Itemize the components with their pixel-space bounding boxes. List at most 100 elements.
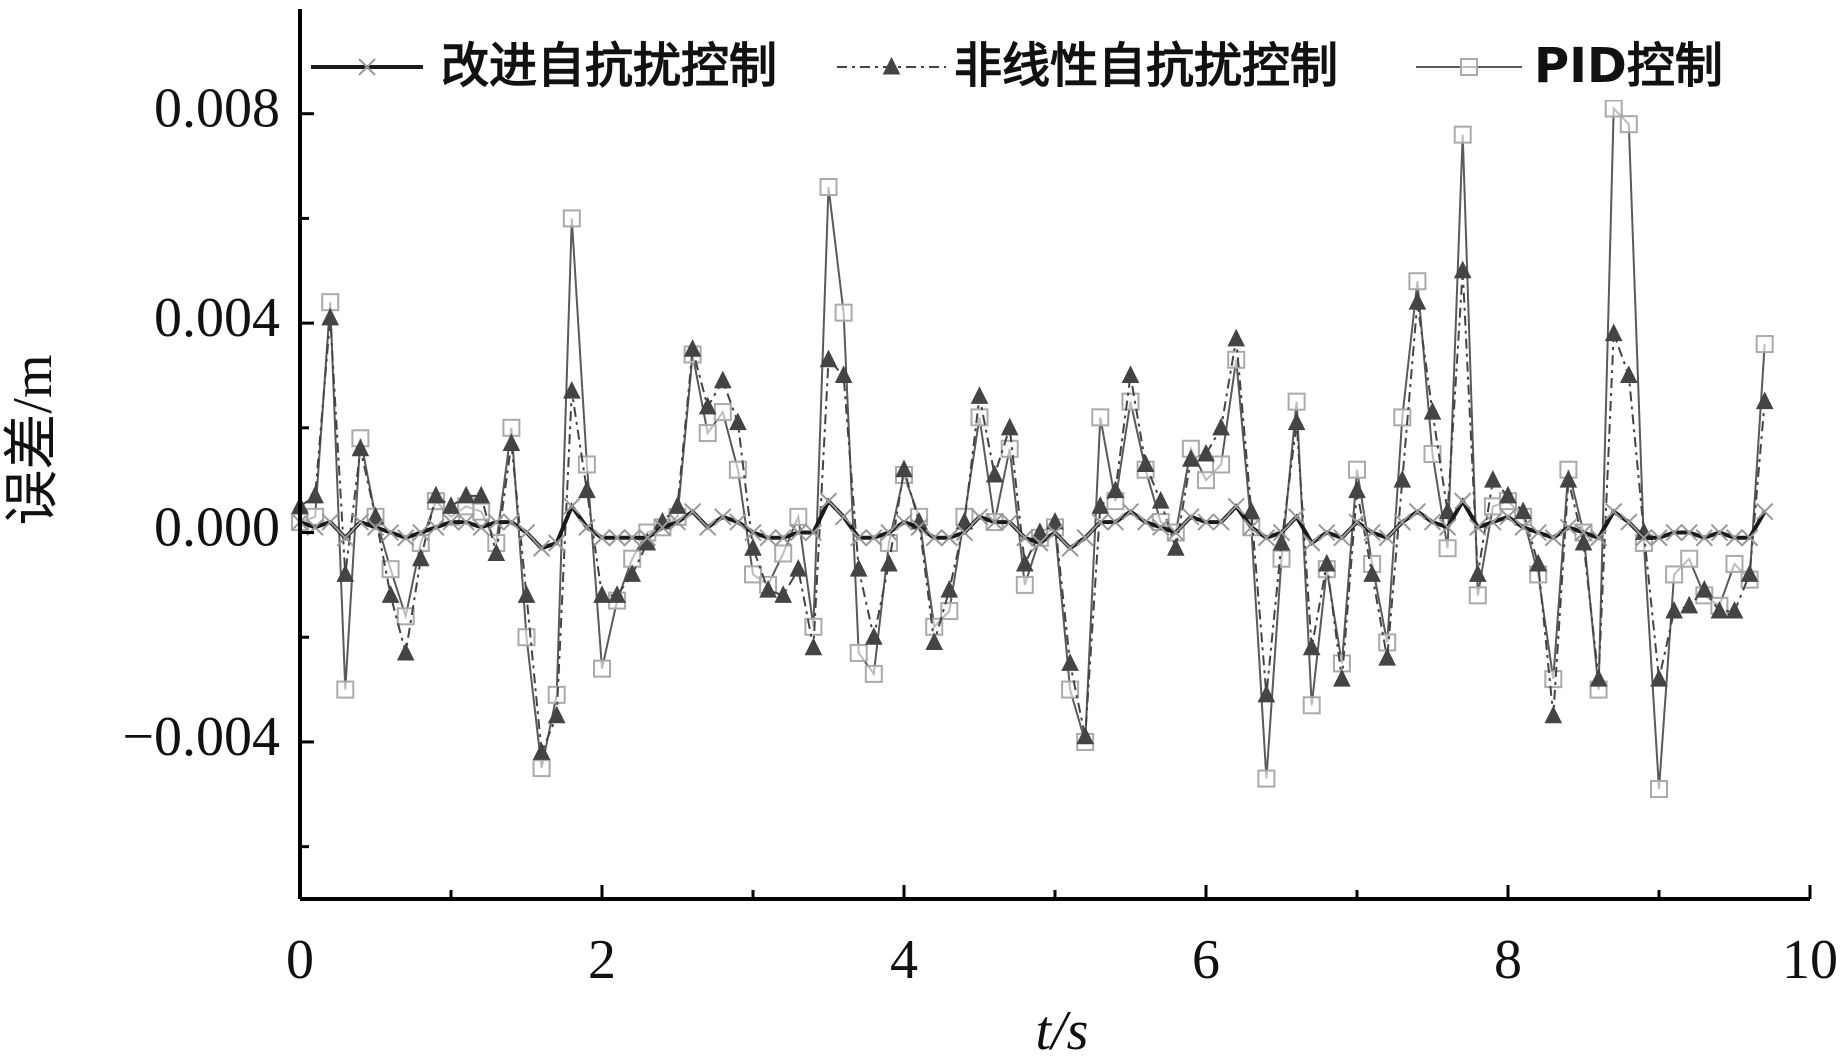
legend-marker [358,58,376,76]
y-tick-label: 0.004 [154,287,280,349]
marker [1755,335,1774,354]
marker [1106,480,1125,499]
marker [1650,529,1668,547]
marker [336,680,355,699]
marker [925,632,944,650]
marker [1197,443,1215,462]
marker [1257,684,1276,703]
marker [1695,529,1714,547]
marker [351,438,370,457]
marker [849,529,868,547]
marker [1151,518,1170,537]
marker [1604,323,1623,342]
marker [321,307,340,326]
marker [940,529,959,547]
marker [895,513,913,531]
marker [804,637,823,656]
marker [517,628,536,647]
marker [759,579,777,598]
marker [1408,292,1427,310]
marker [1755,502,1774,521]
marker [1348,460,1366,479]
marker [714,508,732,526]
marker [940,602,959,621]
marker [1589,529,1608,547]
marker [1333,529,1351,547]
marker [608,585,626,603]
marker [1106,513,1125,531]
marker [849,643,868,662]
marker [532,759,551,778]
marker [1453,260,1472,279]
marker [955,511,974,530]
marker [1227,497,1245,516]
marker [819,492,838,510]
marker [1544,705,1563,724]
x-tick-label: 10 [1782,929,1838,991]
marker [381,585,400,603]
marker [623,529,641,547]
marker [366,518,385,537]
legend-label: 改进自抗扰控制 [441,38,777,94]
marker [865,529,883,547]
marker [1318,523,1336,542]
marker [593,659,611,678]
marker [1725,600,1744,619]
marker [698,424,717,443]
marker [774,544,793,563]
marker [1710,523,1729,542]
marker [1393,470,1412,488]
marker [457,513,475,531]
marker [1333,668,1351,687]
marker [1287,508,1306,526]
marker [1121,392,1140,411]
marker [879,534,898,552]
marker [366,506,385,525]
marker [1559,518,1578,537]
marker [1408,502,1427,521]
marker [1348,513,1366,531]
marker [1000,439,1019,458]
marker [396,642,415,661]
marker [729,412,747,431]
marker [1015,575,1034,594]
marker [306,485,324,504]
x-tick-label: 2 [588,929,616,991]
marker [472,485,491,504]
marker [1227,328,1246,347]
marker [864,627,883,645]
marker [1197,513,1215,531]
marker [1242,518,1261,537]
marker [1212,455,1231,474]
marker [1121,502,1140,521]
marker [487,543,506,561]
y-tick-label: 0.008 [154,78,280,140]
marker [895,459,913,478]
marker [1016,529,1034,547]
marker [1680,595,1699,614]
marker [1121,365,1140,383]
marker [1061,653,1079,671]
marker [1499,485,1517,504]
marker [713,370,732,389]
marker [1000,417,1019,436]
marker [880,523,898,542]
marker [1091,513,1110,531]
marker [698,518,717,537]
marker [562,381,581,399]
marker [1484,470,1502,488]
marker [1423,445,1442,463]
marker [819,178,838,196]
marker [1544,529,1563,547]
marker [970,508,989,526]
marker [1257,769,1276,788]
marker [1408,272,1427,291]
marker [1484,513,1502,531]
marker [864,664,883,683]
marker [1499,508,1517,526]
x-tick-label: 8 [1494,929,1522,991]
marker [1589,668,1608,687]
marker [1710,600,1729,619]
marker [1136,454,1155,472]
